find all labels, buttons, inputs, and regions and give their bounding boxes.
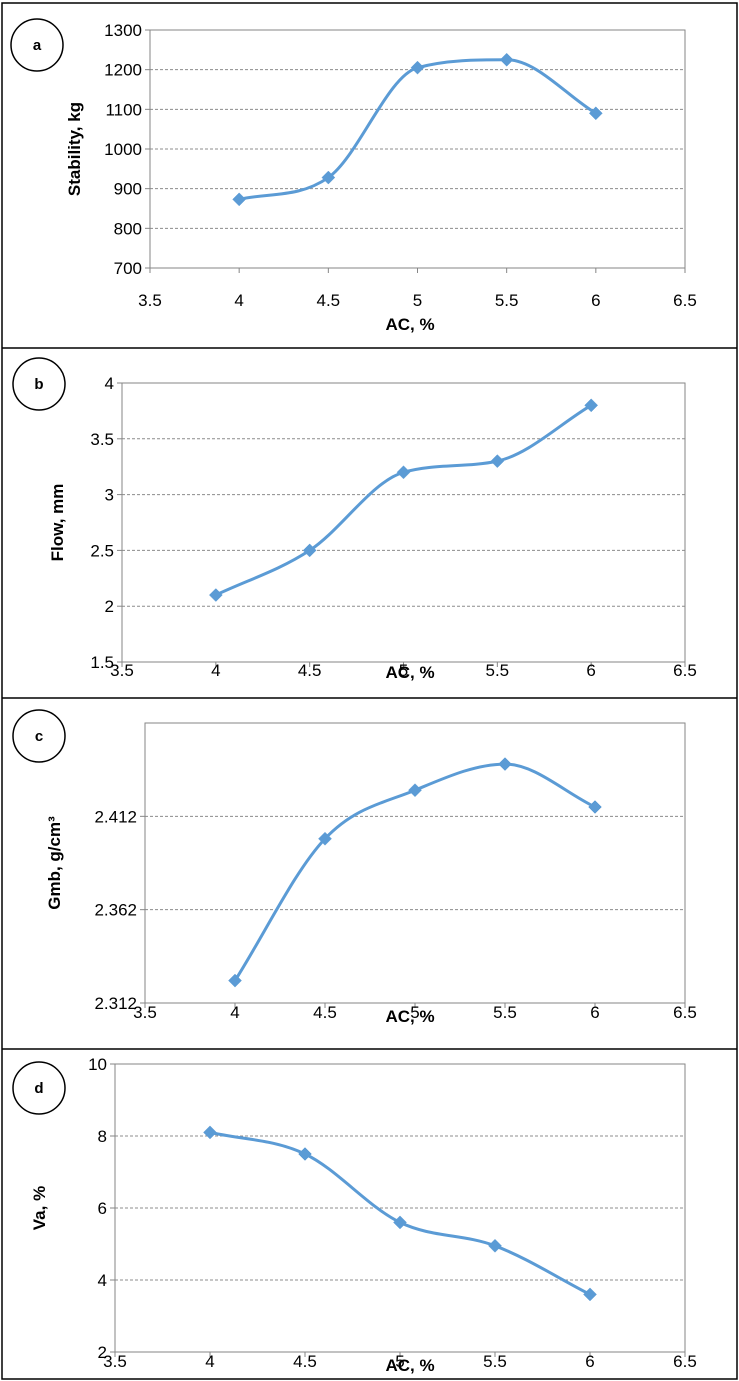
x-axis-label: AC, % (385, 1356, 434, 1375)
y-tick-label: 1000 (104, 140, 142, 159)
data-point (408, 783, 422, 798)
y-tick-label: 4 (98, 1271, 107, 1290)
series-line (237, 58, 598, 201)
panel-badge (10, 18, 64, 72)
data-point (396, 465, 411, 480)
data-point (302, 543, 317, 558)
data-point (588, 800, 602, 814)
x-tick-label: 6 (585, 1352, 594, 1371)
y-tick-label: 2 (98, 1343, 107, 1362)
panel-badge-label: d (34, 1080, 43, 1097)
y-axis-label: Stability, kg (65, 102, 84, 196)
x-axis-label: AC, % (385, 663, 434, 682)
data-point (228, 973, 242, 988)
x-axis-label: AC, % (385, 315, 434, 334)
chart-panel-c: 2.312 2.362 2.412 3.5 4 4.5 5 5.5 6 6.5 AC, % Gmb, … (2, 697, 737, 1026)
x-tick-label: 4 (205, 1352, 214, 1371)
y-tick-label: 4 (105, 374, 114, 393)
x-tick-label: 5 (395, 1352, 404, 1371)
x-tick-label: 5.5 (493, 1003, 517, 1022)
data-point (498, 757, 512, 771)
data-point (588, 106, 603, 121)
chart-panel-a: 700 800 900 1000 1100 1200 1300 3.5 4 4.5 5 5.5 6 6.5… (10, 18, 697, 334)
series-line (208, 1130, 592, 1296)
x-axis-label: AC, % (385, 1007, 434, 1026)
data-point (410, 60, 425, 75)
y-tick-label: 8 (98, 1127, 107, 1146)
x-tick-label: 6 (586, 661, 595, 680)
data-point (321, 170, 336, 185)
panel-badge-label: b (34, 376, 43, 393)
data-point (488, 1238, 502, 1253)
y-tick-label: 1.5 (90, 653, 114, 672)
data-point (499, 52, 514, 67)
x-tick-label: 4.5 (298, 661, 322, 680)
panel-badge (12, 709, 66, 763)
y-tick-label: 900 (114, 180, 142, 199)
y-tick-label: 2.312 (94, 994, 137, 1013)
y-tick-label: 1300 (104, 21, 142, 40)
x-tick-label: 5 (410, 1003, 419, 1022)
data-point (393, 1215, 407, 1230)
x-tick-label: 3.5 (133, 1003, 157, 1022)
data-point (298, 1147, 312, 1161)
y-tick-label: 1100 (105, 100, 142, 119)
x-tick-label: 5.5 (486, 661, 510, 680)
x-tick-label: 4 (230, 1003, 239, 1022)
x-tick-label: 3.5 (110, 661, 134, 680)
x-tick-label: 4 (234, 291, 243, 310)
x-tick-label: 4.5 (313, 1003, 337, 1022)
y-tick-label: 2.362 (94, 901, 137, 920)
x-tick-label: 4.5 (293, 1352, 317, 1371)
y-tick-label: 2.5 (90, 541, 114, 560)
data-point (584, 398, 599, 413)
x-tick-label: 6.5 (673, 1352, 697, 1371)
panel-badge (12, 1061, 66, 1115)
data-point (208, 588, 223, 602)
data-point (318, 831, 332, 846)
x-tick-label: 5.5 (495, 291, 519, 310)
series-line (233, 762, 597, 983)
chart-panel-b: 1.5 2 2.5 3 3.5 4 3.5 4 4.5 5 5.5 6 6.5 AC, % Flow, mm… (2, 347, 737, 682)
data-point (203, 1125, 217, 1140)
x-tick-label: 5 (399, 661, 408, 680)
y-tick-label: 3 (105, 486, 114, 505)
x-tick-label: 3.5 (138, 291, 162, 310)
y-axis-label: Flow, mm (48, 484, 67, 562)
y-tick-label: 3.5 (90, 430, 114, 449)
y-axis-label: Gmb, g/cm³ (45, 816, 64, 910)
y-tick-label: 1200 (104, 61, 142, 80)
panel-badge-label: c (35, 728, 43, 745)
x-tick-label: 6.5 (673, 661, 697, 680)
x-tick-label: 6 (590, 1003, 599, 1022)
data-point (583, 1287, 597, 1302)
series-line (214, 403, 593, 597)
x-tick-label: 6.5 (673, 1003, 697, 1022)
x-tick-label: 5 (413, 291, 422, 310)
x-tick-label: 6 (591, 291, 600, 310)
y-tick-label: 10 (88, 1055, 107, 1074)
y-tick-label: 6 (98, 1199, 107, 1218)
x-tick-label: 4.5 (317, 291, 341, 310)
chart-panel-d: 2 4 6 8 10 3.5 4 4.5 5 5.5 6 6.5 AC, % Va, % d (2, 1048, 737, 1375)
plot-area (144, 722, 686, 1004)
data-point (490, 454, 505, 468)
x-tick-label: 6.5 (673, 291, 697, 310)
y-tick-label: 700 (114, 259, 142, 278)
panel-badge (12, 357, 66, 411)
plot-area (121, 382, 686, 663)
y-tick-label: 2 (105, 597, 114, 616)
data-point (232, 192, 247, 207)
x-tick-label: 5.5 (483, 1352, 507, 1371)
x-tick-label: 3.5 (103, 1352, 127, 1371)
panel-badge-label: a (33, 37, 42, 54)
y-axis-label: Va, % (30, 1186, 49, 1230)
y-tick-label: 800 (114, 219, 142, 238)
y-tick-label: 2.412 (94, 807, 137, 826)
x-tick-label: 4 (211, 661, 220, 680)
